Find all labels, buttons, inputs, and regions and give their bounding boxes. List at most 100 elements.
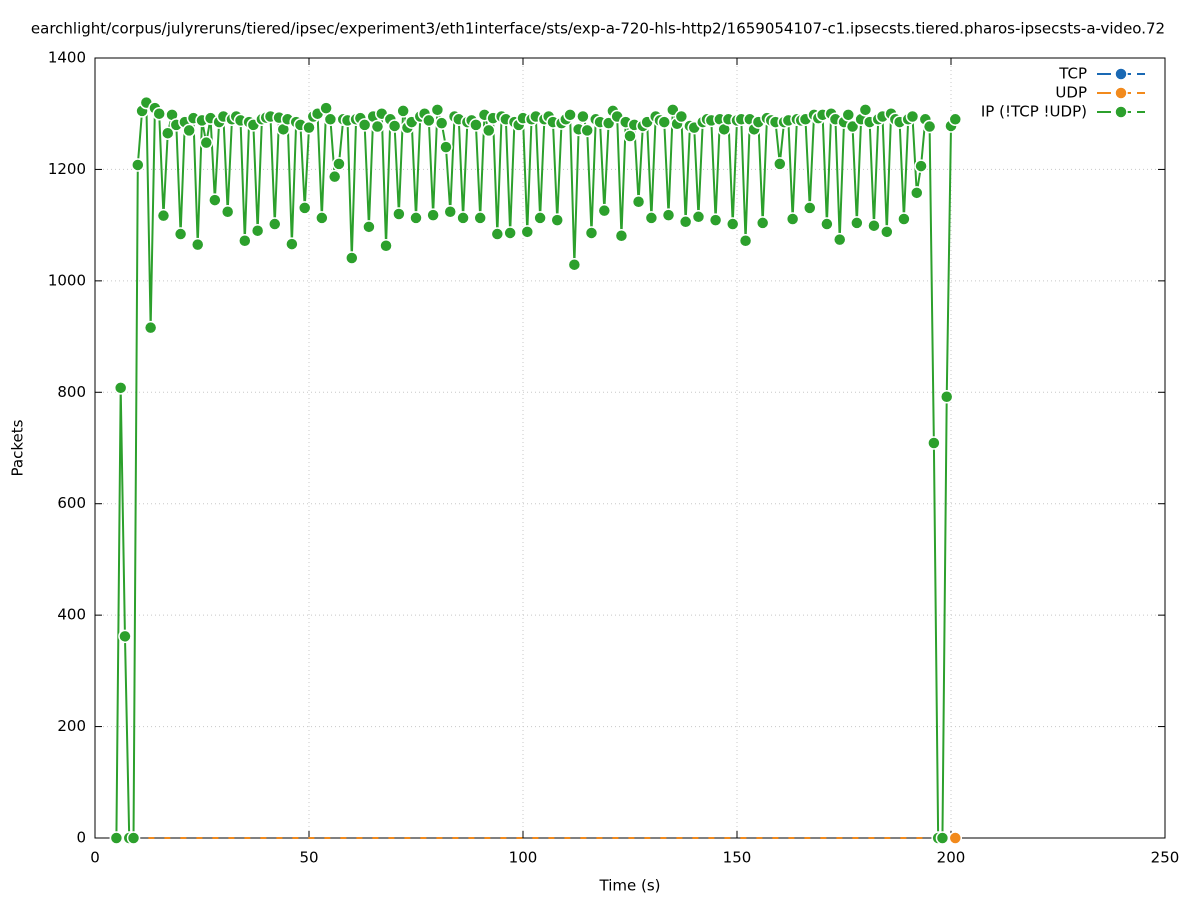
data-point: [584, 226, 599, 240]
data-point: [490, 227, 505, 241]
data-point: [439, 140, 453, 154]
data-point: [345, 251, 359, 265]
y-axis-label: Packets: [9, 419, 27, 476]
data-point: [430, 103, 445, 117]
data-point: [156, 208, 171, 223]
data-point: [631, 194, 646, 209]
data-point: [118, 629, 132, 644]
y-tick-label: 400: [57, 606, 86, 624]
data-point: [922, 119, 937, 134]
data-point: [443, 205, 457, 219]
data-point: [113, 381, 128, 395]
x-tick-label: 0: [90, 849, 100, 867]
data-point: [773, 157, 787, 171]
y-tick-label: 1200: [48, 160, 86, 178]
data-point: [845, 119, 860, 134]
x-tick-label: 50: [299, 849, 318, 867]
data-point: [880, 225, 894, 239]
data-point: [678, 215, 693, 229]
data-point: [567, 257, 582, 272]
data-point: [332, 157, 346, 171]
data-point: [820, 217, 834, 231]
data-point: [161, 126, 175, 140]
data-point: [910, 186, 924, 200]
data-point: [131, 158, 145, 172]
y-tick-label: 800: [57, 383, 86, 401]
data-point: [109, 831, 124, 845]
data-point: [208, 193, 222, 207]
data-point: [755, 216, 770, 230]
data-point: [392, 207, 406, 221]
data-point: [948, 112, 963, 127]
data-point: [832, 232, 847, 247]
data-point: [482, 123, 496, 138]
data-point: [190, 237, 205, 252]
data-point: [387, 119, 402, 133]
data-point: [623, 129, 637, 143]
data-point: [473, 211, 487, 225]
data-point: [173, 227, 188, 241]
data-point: [550, 213, 564, 227]
data-point: [319, 101, 333, 115]
data-point: [268, 217, 282, 231]
y-tick-label: 1000: [48, 271, 86, 289]
data-point: [357, 118, 372, 132]
data-point: [302, 120, 316, 135]
data-point: [396, 104, 410, 118]
x-tick-label: 200: [937, 849, 966, 867]
data-point: [867, 218, 881, 233]
chart-title: earchlight/corpus/julyreruns/tiered/ipse…: [31, 20, 1165, 38]
data-point: [948, 831, 963, 845]
data-point: [644, 211, 659, 225]
legend-marker: [1114, 67, 1128, 81]
data-point: [315, 211, 329, 225]
data-point: [858, 103, 873, 117]
data-point: [370, 119, 385, 134]
data-point: [434, 116, 449, 130]
data-point: [939, 389, 954, 404]
data-point: [426, 208, 440, 222]
data-point: [580, 123, 594, 138]
data-point: [469, 118, 483, 132]
data-point: [520, 225, 535, 239]
data-point: [323, 112, 338, 127]
data-point: [503, 226, 517, 240]
data-point: [379, 239, 393, 253]
data-point: [220, 205, 235, 219]
data-point: [725, 217, 740, 231]
data-point: [362, 220, 376, 234]
data-point: [297, 201, 312, 215]
data-point: [897, 212, 911, 226]
legend-label: IP (!TCP !UDP): [981, 103, 1087, 121]
y-tick-label: 1400: [48, 49, 86, 67]
x-tick-label: 250: [1151, 849, 1180, 867]
data-point: [914, 159, 928, 173]
data-point: [927, 436, 941, 450]
data-point: [841, 108, 856, 122]
legend-marker: [1114, 86, 1128, 100]
legend-label: TCP: [1058, 65, 1087, 83]
data-point: [576, 109, 590, 124]
y-tick-label: 200: [57, 717, 86, 735]
data-point: [285, 237, 299, 251]
x-tick-label: 150: [723, 849, 752, 867]
y-tick-label: 600: [57, 494, 86, 512]
data-point: [614, 228, 629, 243]
y-tick-label: 0: [76, 829, 86, 847]
data-point: [182, 123, 196, 138]
data-point: [738, 233, 753, 248]
x-tick-label: 100: [509, 849, 538, 867]
data-point: [935, 831, 950, 845]
data-point: [850, 216, 864, 230]
data-point: [657, 115, 671, 129]
data-point: [803, 201, 817, 215]
legend-marker: [1114, 105, 1128, 119]
data-point: [597, 203, 612, 218]
data-point: [422, 113, 436, 128]
data-point: [563, 108, 577, 122]
data-point: [238, 233, 252, 248]
data-point: [143, 320, 158, 335]
data-point: [905, 109, 920, 124]
